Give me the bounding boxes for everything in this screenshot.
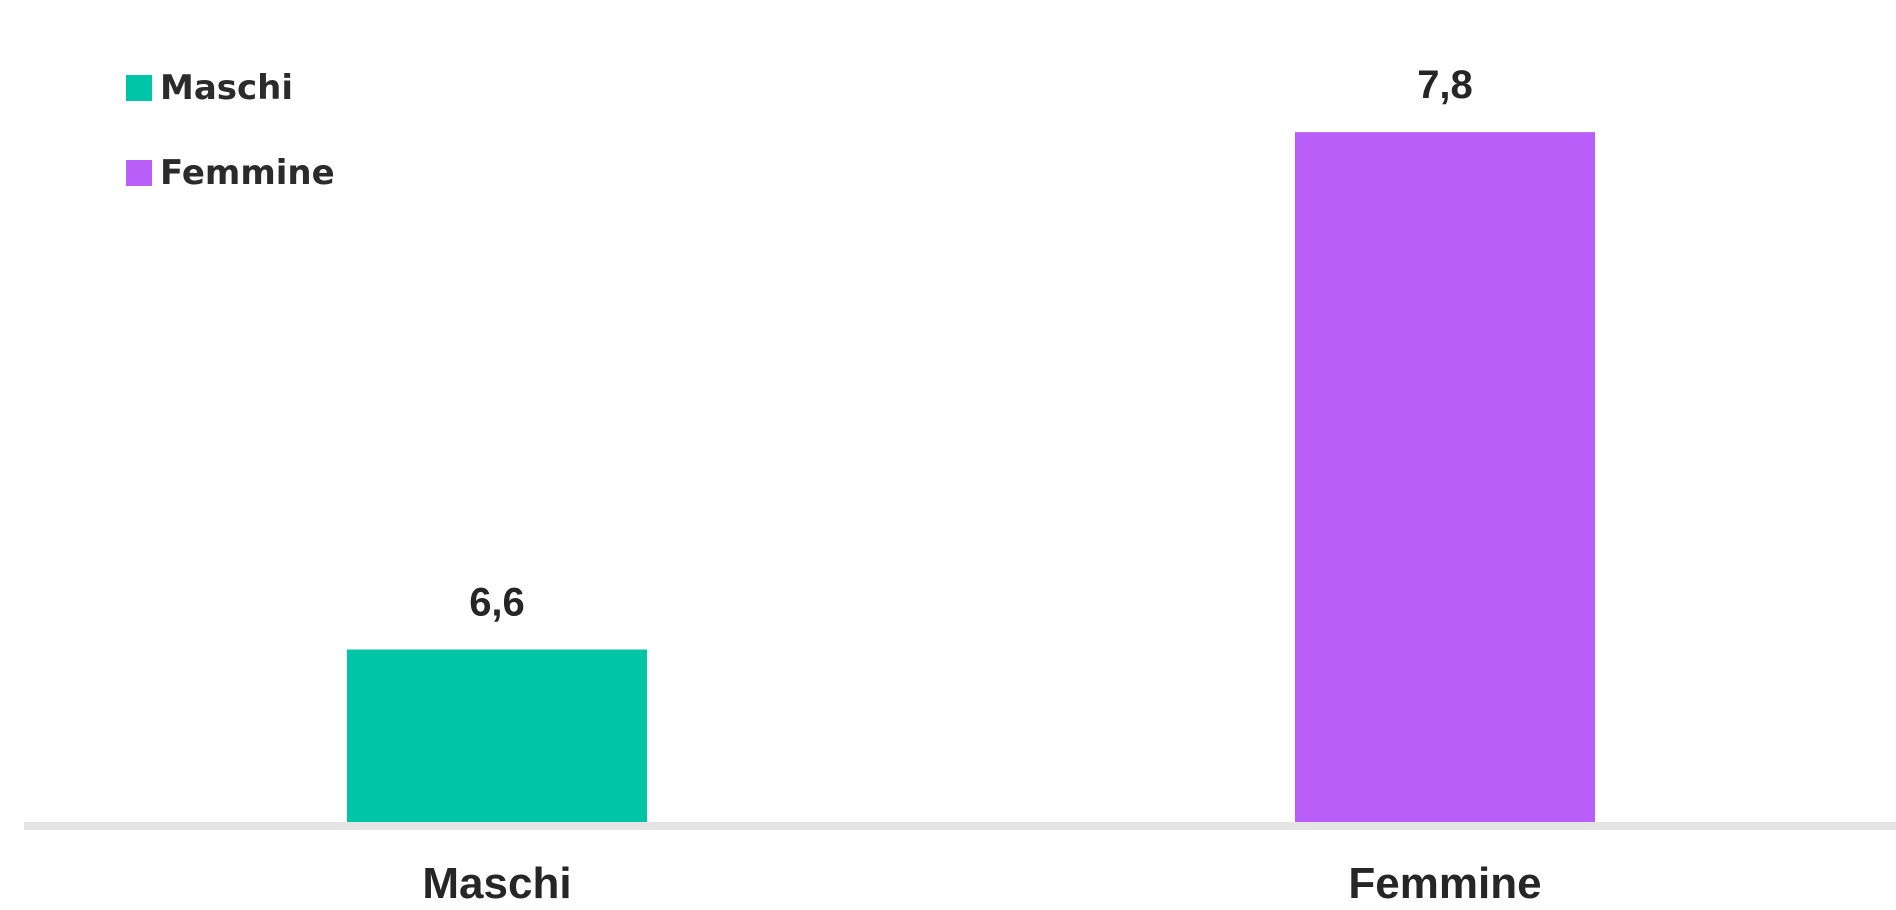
bar-femmine bbox=[1295, 132, 1595, 822]
bar-maschi bbox=[347, 649, 647, 822]
value-label-maschi: 6,6 bbox=[469, 581, 525, 625]
legend-swatch-femmine bbox=[126, 160, 152, 186]
legend-swatch-maschi bbox=[126, 75, 152, 101]
legend: Maschi Femmine bbox=[126, 68, 335, 238]
value-label-femmine: 7,8 bbox=[1417, 63, 1473, 107]
category-label-maschi: Maschi bbox=[422, 859, 571, 905]
legend-label-femmine: Femmine bbox=[160, 153, 335, 193]
legend-label-maschi: Maschi bbox=[160, 68, 294, 108]
legend-item-femmine: Femmine bbox=[126, 153, 335, 193]
category-label-femmine: Femmine bbox=[1348, 859, 1541, 905]
legend-item-maschi: Maschi bbox=[126, 68, 335, 108]
x-axis-baseline bbox=[24, 822, 1896, 830]
